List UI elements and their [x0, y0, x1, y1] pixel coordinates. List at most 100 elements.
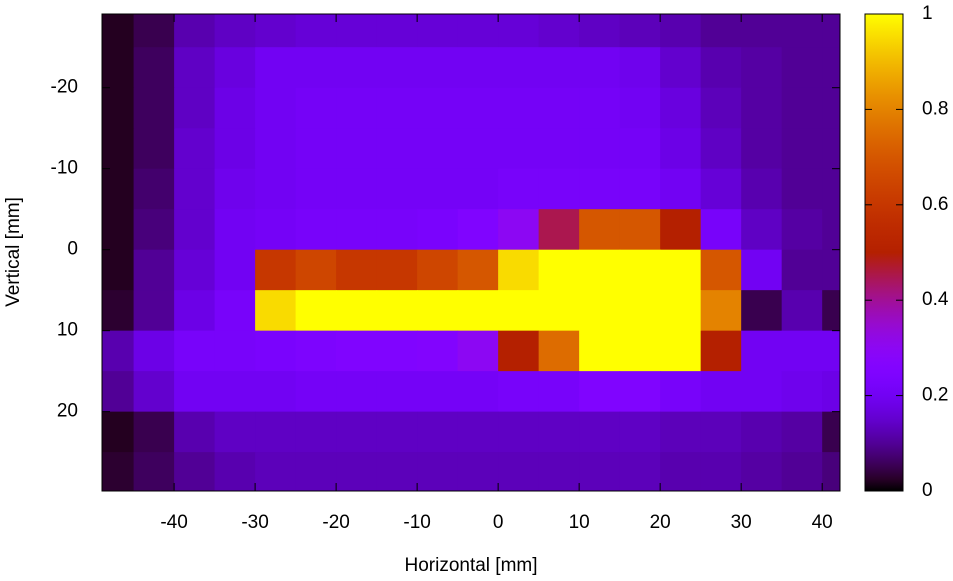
heatmap-cell [660, 330, 702, 372]
heatmap-cell [255, 249, 297, 291]
heatmap-cell [417, 128, 459, 170]
heatmap-cell [102, 47, 135, 89]
heatmap-cell [498, 14, 540, 48]
heatmap-cell [174, 330, 216, 372]
heatmap-cell [700, 330, 742, 372]
heatmap-cell [822, 128, 840, 170]
heatmap-cell [133, 290, 175, 332]
heatmap-cell [498, 290, 540, 332]
heatmap-cell [376, 87, 418, 129]
heatmap-cell [822, 330, 840, 372]
heatmap-cell [619, 411, 661, 453]
plot-frame [101, 13, 841, 492]
heatmap-cell [295, 371, 337, 413]
heatmap-cell [498, 209, 540, 251]
heatmap-cell [295, 128, 337, 170]
heatmap-cell [579, 47, 621, 89]
heatmap-cell [255, 87, 297, 129]
heatmap-cell [417, 87, 459, 129]
heatmap-cell [538, 290, 580, 332]
heatmap-cell [336, 47, 378, 89]
heatmap-cell [174, 87, 216, 129]
heatmap-cell [457, 14, 499, 48]
heatmap-cell [295, 168, 337, 210]
heatmap-cell [174, 209, 216, 251]
heatmap-cell [102, 371, 135, 413]
heatmap-cell [295, 14, 337, 48]
heatmap-cell [214, 14, 256, 48]
heatmap-cell [336, 249, 378, 291]
heatmap-cell [133, 249, 175, 291]
x-tick-label: -40 [160, 512, 187, 533]
heatmap-cell [700, 452, 742, 491]
heatmap [102, 14, 840, 491]
heatmap-cell [133, 371, 175, 413]
x-tick-label: 20 [650, 512, 671, 533]
heatmap-cell [255, 128, 297, 170]
heatmap-cell [538, 168, 580, 210]
heatmap-cell [822, 168, 840, 210]
heatmap-cell [579, 371, 621, 413]
heatmap-cell [295, 249, 337, 291]
heatmap-cell [538, 209, 580, 251]
y-axis-label: Vertical [mm] [3, 197, 24, 307]
heatmap-cell [498, 411, 540, 453]
heatmap-cell [498, 330, 540, 372]
heatmap-cell [579, 14, 621, 48]
heatmap-cell [336, 411, 378, 453]
heatmap-cell [376, 209, 418, 251]
heatmap-cell [822, 209, 840, 251]
heatmap-cell [336, 452, 378, 491]
heatmap-cell [741, 330, 783, 372]
heatmap-cell [619, 168, 661, 210]
heatmap-cell [457, 249, 499, 291]
heatmap-cell [214, 452, 256, 491]
colorbar-tick-label: 1 [922, 3, 933, 24]
heatmap-cell [255, 411, 297, 453]
heatmap-cell [174, 128, 216, 170]
heatmap-cell [781, 128, 823, 170]
heatmap-cell [619, 330, 661, 372]
x-tick-label: -10 [403, 512, 430, 533]
heatmap-cell [619, 290, 661, 332]
heatmap-cell [538, 371, 580, 413]
heatmap-cell [376, 452, 418, 491]
heatmap-cell [660, 168, 702, 210]
heatmap-cell [660, 209, 702, 251]
heatmap-cell [376, 128, 418, 170]
heatmap-cell [822, 249, 840, 291]
heatmap-cell [579, 330, 621, 372]
heatmap-cell [579, 290, 621, 332]
heatmap-cell [579, 209, 621, 251]
heatmap-cell [457, 330, 499, 372]
heatmap-cell [102, 290, 135, 332]
x-tick-label: 40 [812, 512, 833, 533]
heatmap-cell [538, 14, 580, 48]
heatmap-cell [174, 249, 216, 291]
heatmap-cell [457, 87, 499, 129]
heatmap-cell [102, 87, 135, 129]
heatmap-cell [174, 14, 216, 48]
heatmap-cell [174, 47, 216, 89]
heatmap-cell [619, 128, 661, 170]
heatmap-cell [376, 168, 418, 210]
heatmap-cell [741, 14, 783, 48]
heatmap-cell [498, 87, 540, 129]
heatmap-cell [741, 47, 783, 89]
heatmap-cell [102, 128, 135, 170]
heatmap-cell [336, 168, 378, 210]
heatmap-cell [660, 452, 702, 491]
heatmap-cell [619, 249, 661, 291]
heatmap-cell [741, 168, 783, 210]
heatmap-cell [214, 47, 256, 89]
heatmap-cell [660, 411, 702, 453]
heatmap-cell [336, 290, 378, 332]
heatmap-cell [174, 371, 216, 413]
x-tick-label: 10 [569, 512, 590, 533]
heatmap-cell [538, 87, 580, 129]
heatmap-cell [700, 290, 742, 332]
x-axis-label: Horizontal [mm] [404, 555, 537, 576]
heatmap-cell [214, 371, 256, 413]
heatmap-cell [781, 168, 823, 210]
y-tick-label: 0 [67, 239, 78, 260]
